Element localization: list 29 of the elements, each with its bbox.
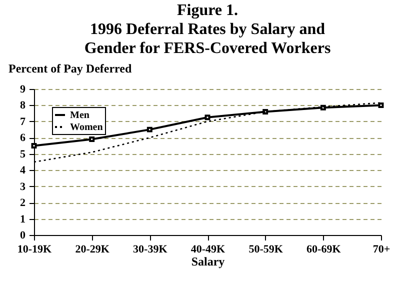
point bbox=[204, 114, 210, 120]
legend-label: Men bbox=[70, 110, 90, 121]
point bbox=[146, 126, 152, 132]
text: 1996 Deferral Rates by Salary and bbox=[90, 21, 326, 38]
y-axis-title: Percent of Pay Deferred bbox=[8, 62, 132, 76]
legend-label: Women bbox=[70, 122, 104, 133]
y-tick-label: 4 bbox=[20, 164, 26, 177]
x-axis-title: Salary bbox=[191, 254, 225, 268]
y-tick-label: 8 bbox=[20, 100, 26, 112]
y-tick-label: 7 bbox=[20, 116, 26, 128]
y-tick-label: 2 bbox=[20, 197, 26, 210]
text: Gender for FERS-Covered Workers bbox=[84, 40, 331, 57]
text: Figure 1. bbox=[176, 2, 238, 19]
point bbox=[31, 143, 37, 149]
point bbox=[89, 136, 95, 142]
y-tick-label: 1 bbox=[20, 213, 26, 226]
x-tick-label: 20-29K bbox=[75, 244, 110, 256]
y-tick-label: 9 bbox=[20, 84, 26, 96]
x-tick-label: 10-19K bbox=[17, 244, 52, 256]
point bbox=[378, 102, 384, 108]
x-tick-label: 60-69K bbox=[306, 244, 342, 256]
x-tick-label: 40-49K bbox=[190, 244, 226, 256]
y-tick-label: 3 bbox=[20, 180, 26, 193]
x-tick-label: 70+ bbox=[372, 244, 390, 256]
x-tick-label: 30-39K bbox=[133, 244, 168, 256]
x-tick-label: 50-59K bbox=[248, 244, 284, 256]
y-tick-label: 0 bbox=[20, 230, 26, 242]
y-tick-label: 5 bbox=[20, 148, 26, 160]
y-tick-label: 6 bbox=[20, 132, 26, 144]
